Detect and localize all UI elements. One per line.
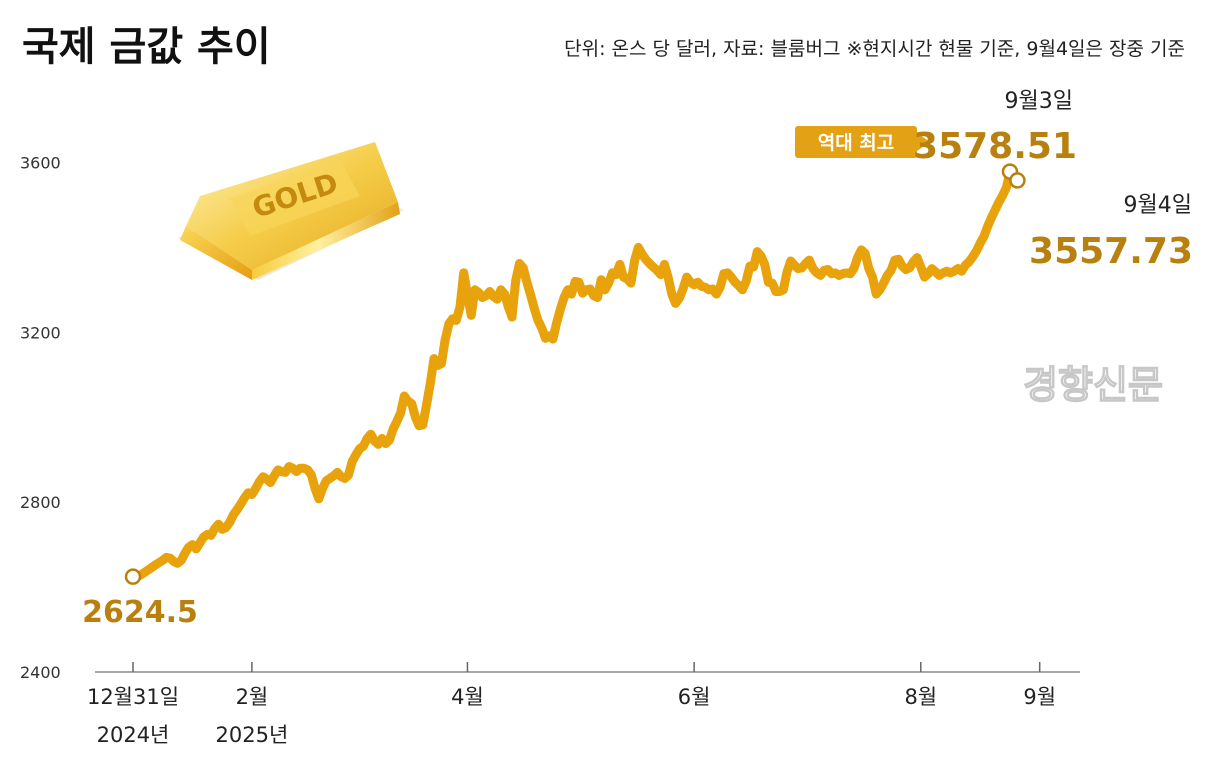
x-tick-label: 6월 xyxy=(678,685,711,709)
x-tick-label: 12월31일 xyxy=(87,685,179,709)
x-axis: 12월31일 2024년 2월 2025년 4월 6월 8월 9월 xyxy=(87,662,1056,747)
last-value-label: 3557.73 xyxy=(1029,231,1193,272)
x-tick-year-label: 2025년 xyxy=(216,723,289,747)
y-tick-label: 3600 xyxy=(20,153,61,172)
x-tick-label: 8월 xyxy=(904,685,937,709)
last-date-label: 9월4일 xyxy=(1124,193,1192,218)
start-point-marker xyxy=(124,568,142,585)
y-tick-label: 2800 xyxy=(20,493,61,512)
chart-subtitle: 단위: 온스 당 달러, 자료: 블룸버그 ※현지시간 현물 기준, 9월4일은… xyxy=(564,38,1185,60)
peak-badge: 역대 최고 xyxy=(795,126,930,158)
peak-badge-pointer xyxy=(917,133,930,151)
x-tick-year-label: 2024년 xyxy=(97,723,170,747)
x-tick-label: 4월 xyxy=(451,685,484,709)
y-tick-label: 3200 xyxy=(20,323,61,342)
last-point-marker xyxy=(1009,172,1026,189)
y-tick-label: 2400 xyxy=(20,663,61,682)
start-value-label: 2624.5 xyxy=(82,595,198,630)
x-tick-label: 2월 xyxy=(236,685,269,709)
watermark: 경향신문 xyxy=(1023,363,1163,407)
gold-bar-top-inset xyxy=(230,160,360,236)
gold-bar-illustration: GOLD xyxy=(178,142,404,280)
peak-badge-box xyxy=(795,126,917,158)
series-line xyxy=(128,167,1022,582)
x-tick-label: 9월 xyxy=(1023,685,1056,709)
gold-bar-front-face xyxy=(252,202,400,280)
peak-badge-text: 역대 최고 xyxy=(818,132,895,154)
chart-title: 국제 금값 추이 xyxy=(22,24,271,70)
peak-date-label: 9월3일 xyxy=(1005,89,1073,114)
y-axis: 2400 2800 3200 3600 xyxy=(20,153,61,682)
gold-bar-left-face xyxy=(180,226,252,280)
peak-value-label: 3578.51 xyxy=(913,126,1077,167)
